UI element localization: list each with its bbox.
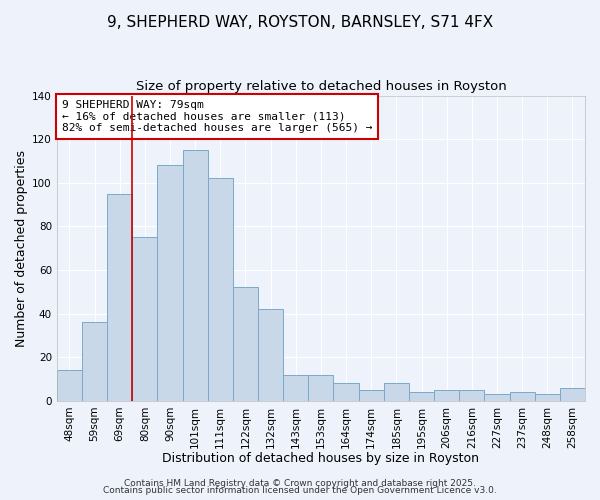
Bar bbox=[535, 394, 560, 401]
Y-axis label: Number of detached properties: Number of detached properties bbox=[15, 150, 28, 346]
Bar bbox=[509, 392, 535, 401]
Bar bbox=[459, 390, 484, 401]
Bar bbox=[57, 370, 82, 401]
Bar bbox=[434, 390, 459, 401]
Bar bbox=[208, 178, 233, 401]
Bar bbox=[409, 392, 434, 401]
Bar bbox=[82, 322, 107, 401]
Text: Contains public sector information licensed under the Open Government Licence v3: Contains public sector information licen… bbox=[103, 486, 497, 495]
Bar bbox=[334, 384, 359, 401]
Title: Size of property relative to detached houses in Royston: Size of property relative to detached ho… bbox=[136, 80, 506, 93]
Bar bbox=[132, 238, 157, 401]
Bar bbox=[258, 310, 283, 401]
X-axis label: Distribution of detached houses by size in Royston: Distribution of detached houses by size … bbox=[163, 452, 479, 465]
Text: 9, SHEPHERD WAY, ROYSTON, BARNSLEY, S71 4FX: 9, SHEPHERD WAY, ROYSTON, BARNSLEY, S71 … bbox=[107, 15, 493, 30]
Bar bbox=[233, 288, 258, 401]
Bar bbox=[384, 384, 409, 401]
Bar bbox=[308, 374, 334, 401]
Bar bbox=[484, 394, 509, 401]
Text: Contains HM Land Registry data © Crown copyright and database right 2025.: Contains HM Land Registry data © Crown c… bbox=[124, 478, 476, 488]
Bar bbox=[283, 374, 308, 401]
Bar bbox=[182, 150, 208, 401]
Bar bbox=[107, 194, 132, 401]
Bar bbox=[157, 166, 182, 401]
Bar bbox=[359, 390, 384, 401]
Bar bbox=[560, 388, 585, 401]
Text: 9 SHEPHERD WAY: 79sqm
← 16% of detached houses are smaller (113)
82% of semi-det: 9 SHEPHERD WAY: 79sqm ← 16% of detached … bbox=[62, 100, 373, 133]
